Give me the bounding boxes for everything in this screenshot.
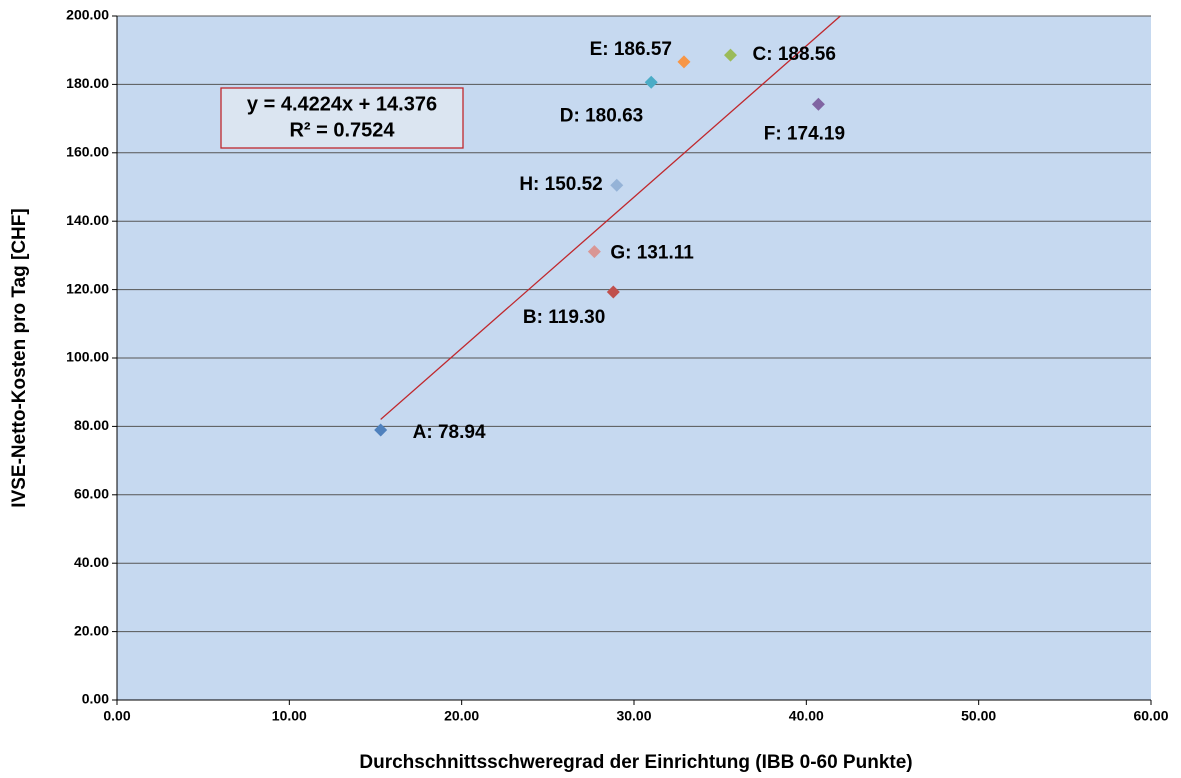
x-tick-label: 30.00	[616, 708, 651, 724]
y-tick-label: 60.00	[74, 486, 109, 502]
data-label: D: 180.63	[560, 105, 643, 126]
y-tick-label: 20.00	[74, 622, 109, 638]
data-label: A: 78.94	[413, 422, 486, 443]
y-tick-label: 200.00	[66, 7, 109, 23]
data-point	[587, 245, 601, 259]
data-label: B: 119.30	[523, 307, 605, 328]
trendline	[380, 15, 841, 420]
y-tick-label: 100.00	[66, 349, 109, 365]
x-tick-label: 20.00	[444, 708, 479, 724]
y-tick-label: 140.00	[66, 212, 109, 228]
trendline-r2: R² = 0.7524	[289, 119, 395, 141]
x-axis-title: Durchschnittsschweregrad der Einrichtung…	[359, 752, 912, 773]
data-label: F: 174.19	[764, 123, 845, 144]
equation-box	[220, 87, 464, 149]
data-label: C: 188.56	[753, 44, 836, 65]
y-tick-label: 180.00	[66, 75, 109, 91]
y-tick-label: 0.00	[82, 691, 109, 707]
x-tick-label: 50.00	[961, 708, 996, 724]
x-tick-label: 0.00	[103, 708, 130, 724]
y-tick-label: 80.00	[74, 417, 109, 433]
x-tick-label: 10.00	[272, 708, 307, 724]
y-axis-title: IVSE-Netto-Kosten pro Tag [CHF]	[9, 208, 30, 507]
data-point	[811, 97, 825, 111]
data-label: E: 186.57	[590, 39, 672, 60]
data-point	[644, 75, 658, 89]
data-point	[724, 48, 738, 62]
data-point	[610, 178, 624, 192]
x-tick-label: 60.00	[1133, 708, 1168, 724]
y-tick-label: 160.00	[66, 144, 109, 160]
data-label: G: 131.11	[610, 243, 694, 264]
data-point	[677, 55, 691, 69]
data-point	[374, 423, 388, 437]
trendline-equation: y = 4.4224x + 14.376	[247, 93, 437, 115]
data-label: H: 150.52	[519, 174, 602, 195]
data-point	[606, 285, 620, 299]
x-tick-label: 40.00	[789, 708, 824, 724]
y-tick-label: 120.00	[66, 280, 109, 296]
y-tick-label: 40.00	[74, 554, 109, 570]
